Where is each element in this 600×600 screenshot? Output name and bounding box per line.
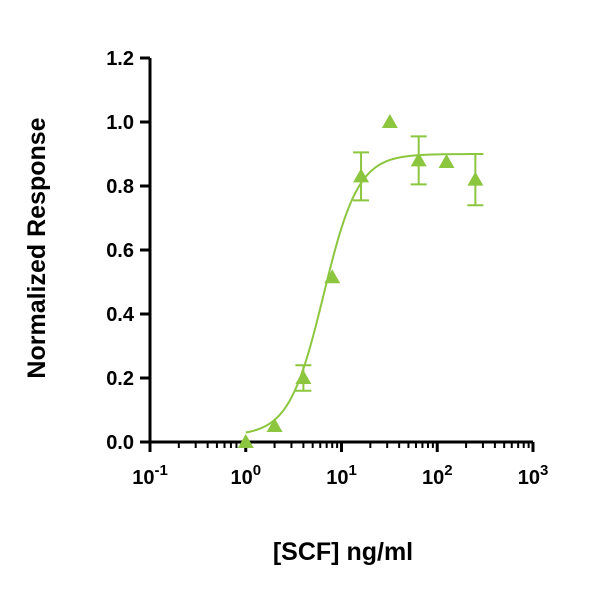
y-tick-label: 0.0 xyxy=(106,432,134,454)
data-point-triangle xyxy=(438,154,455,168)
y-tick-label: 0.4 xyxy=(106,304,135,326)
y-axis-title: Normalized Response xyxy=(23,117,51,378)
x-tick-label: 103 xyxy=(518,462,549,489)
y-tick-label: 0.2 xyxy=(106,368,134,390)
x-tick-label: 102 xyxy=(422,462,453,489)
data-points-layer xyxy=(237,114,484,448)
data-point-triangle xyxy=(324,269,341,284)
y-tick-label: 0.8 xyxy=(106,176,134,198)
x-tick-label: 10-1 xyxy=(132,462,168,489)
y-tick-label: 1.0 xyxy=(106,112,134,134)
data-point-triangle xyxy=(295,370,312,384)
data-point-triangle xyxy=(266,418,283,432)
axes: 0.0 0.2 0.4 0.6 0.8 1.0 1.2 10-1 100 101 102 103 xyxy=(106,48,548,489)
y-tick-label: 0.6 xyxy=(106,240,134,262)
x-tick-label: 101 xyxy=(326,462,357,489)
x-tick-label: 100 xyxy=(230,462,261,489)
data-point-triangle xyxy=(237,434,254,448)
y-tick-label: 1.2 xyxy=(106,48,134,70)
data-point-triangle xyxy=(353,168,370,183)
data-point-triangle xyxy=(410,152,427,167)
data-point-triangle xyxy=(467,171,484,186)
x-axis-title: [SCF] ng/ml xyxy=(273,538,413,566)
data-point-triangle xyxy=(381,114,398,128)
